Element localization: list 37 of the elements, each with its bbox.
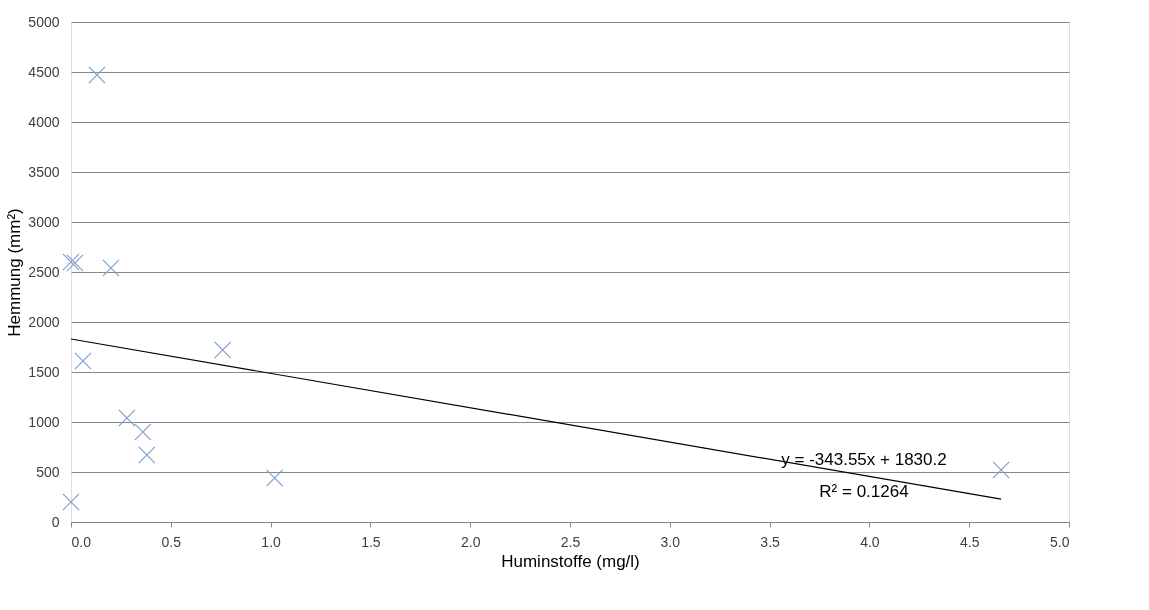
x-axis-title: Huminstoffe (mg/l) (501, 551, 640, 571)
y-tick-label: 5000 (28, 13, 60, 30)
point (118, 409, 136, 427)
point (62, 493, 80, 511)
point (88, 66, 106, 84)
y-tick-label: 4000 (28, 113, 60, 130)
x-tick-label: 1.0 (261, 533, 282, 550)
y-tick-label: 3500 (28, 163, 60, 180)
y-tick-label: 4500 (28, 63, 60, 80)
x-tick-label: 3.0 (660, 533, 681, 550)
point (66, 254, 84, 272)
point (134, 423, 152, 441)
point (992, 461, 1010, 479)
annotation: R² = 0.1264 (819, 482, 909, 501)
x-tick-label: 2.5 (560, 533, 581, 550)
point (214, 341, 232, 359)
x-tick-label: 2.0 (460, 533, 481, 550)
y-axis-title: Hemmung (mm²) (5, 208, 25, 337)
point (102, 259, 120, 277)
y-tick-label: 500 (36, 463, 60, 480)
y-tick-label: 2500 (28, 263, 60, 280)
point (74, 352, 92, 370)
point (265, 469, 284, 487)
point (62, 253, 80, 271)
point (138, 446, 156, 464)
x-tick-label: 0.0 (71, 533, 92, 550)
x-tick-label: 0.5 (161, 533, 182, 550)
y-tick-label: 3000 (28, 213, 60, 230)
x-tick-label: 1.5 (361, 533, 381, 550)
y-tick-label: 1500 (28, 363, 60, 380)
x-tick-label: 3.5 (760, 533, 781, 550)
y-tick-label: 2000 (28, 313, 60, 330)
y-tick-label: 1000 (28, 413, 60, 430)
y-tick-label: 0 (51, 513, 60, 530)
x-tick-label: 4.5 (959, 533, 980, 550)
x-tick-label: 4.0 (860, 533, 880, 550)
x-tick-label: 5.0 (1050, 533, 1070, 550)
